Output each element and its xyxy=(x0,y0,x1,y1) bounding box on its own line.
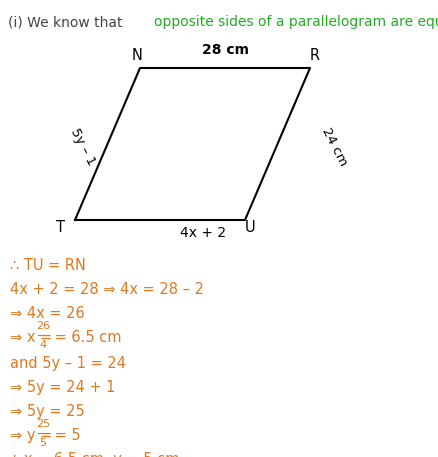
Text: (i) We know that: (i) We know that xyxy=(8,15,127,29)
Text: 24 cm: 24 cm xyxy=(320,126,350,168)
Text: 25: 25 xyxy=(36,419,50,429)
Text: 5y – 1: 5y – 1 xyxy=(68,126,98,168)
Text: N: N xyxy=(131,48,142,63)
Text: = 5: = 5 xyxy=(50,428,81,443)
Text: ⇒ 5y = 25: ⇒ 5y = 25 xyxy=(10,404,85,419)
Text: 4x + 2 = 28 ⇒ 4x = 28 – 2: 4x + 2 = 28 ⇒ 4x = 28 – 2 xyxy=(10,282,204,297)
Text: ⇒ 4x = 26: ⇒ 4x = 26 xyxy=(10,306,85,321)
Text: 4x + 2: 4x + 2 xyxy=(180,226,226,240)
Text: T: T xyxy=(56,220,64,235)
Text: ⇒ y =: ⇒ y = xyxy=(10,428,57,443)
Text: opposite sides of a parallelogram are equal.: opposite sides of a parallelogram are eq… xyxy=(154,15,438,29)
Text: ⇒ 5y = 24 + 1: ⇒ 5y = 24 + 1 xyxy=(10,380,115,395)
Text: 26: 26 xyxy=(36,321,50,331)
Text: U: U xyxy=(245,220,255,235)
Text: and 5y – 1 = 24: and 5y – 1 = 24 xyxy=(10,356,126,371)
Text: = 6.5 cm: = 6.5 cm xyxy=(50,330,121,345)
Text: ∴ TU = RN: ∴ TU = RN xyxy=(10,258,86,273)
Text: R: R xyxy=(310,48,320,63)
Text: 28 cm: 28 cm xyxy=(201,43,248,57)
Text: ⇒ x =: ⇒ x = xyxy=(10,330,57,345)
Text: 4: 4 xyxy=(39,340,46,350)
Text: ∴ x = 6.5 cm, y = 5 cm: ∴ x = 6.5 cm, y = 5 cm xyxy=(10,452,180,457)
Text: 5: 5 xyxy=(39,438,46,448)
